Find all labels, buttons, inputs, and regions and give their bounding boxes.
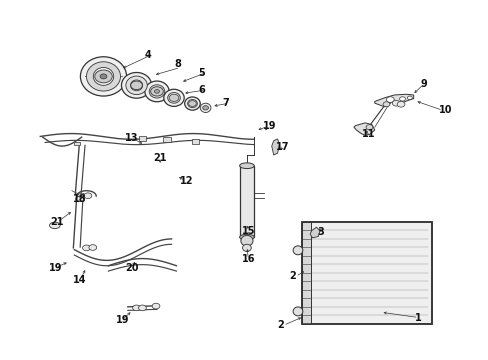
Text: 19: 19: [49, 262, 62, 273]
Polygon shape: [309, 227, 319, 238]
Ellipse shape: [200, 103, 210, 112]
Ellipse shape: [184, 97, 200, 110]
Circle shape: [82, 245, 90, 251]
Circle shape: [386, 97, 393, 103]
Polygon shape: [138, 136, 146, 141]
Polygon shape: [163, 138, 170, 143]
Ellipse shape: [187, 99, 197, 108]
Text: 19: 19: [263, 121, 276, 131]
Bar: [239, 166, 254, 237]
Text: 19: 19: [116, 315, 129, 325]
Circle shape: [407, 96, 411, 100]
Text: 7: 7: [222, 98, 229, 108]
Circle shape: [188, 101, 196, 107]
Ellipse shape: [292, 246, 302, 255]
Text: 21: 21: [50, 217, 63, 227]
Text: 15: 15: [242, 226, 255, 236]
Ellipse shape: [239, 163, 254, 168]
Text: 5: 5: [198, 68, 204, 78]
Ellipse shape: [242, 244, 251, 251]
Text: 6: 6: [198, 85, 204, 95]
Circle shape: [202, 106, 208, 110]
Polygon shape: [192, 139, 199, 144]
Text: 11: 11: [362, 129, 375, 139]
Text: 4: 4: [144, 50, 151, 60]
Polygon shape: [353, 123, 374, 135]
Ellipse shape: [167, 93, 180, 103]
Text: 3: 3: [317, 227, 324, 237]
Text: 16: 16: [242, 254, 255, 264]
Text: 10: 10: [438, 105, 451, 115]
Circle shape: [100, 74, 107, 79]
Text: 14: 14: [73, 275, 87, 285]
Circle shape: [169, 94, 179, 102]
Circle shape: [391, 100, 399, 106]
Bar: [301, 222, 310, 324]
Text: 1: 1: [414, 312, 421, 323]
Ellipse shape: [49, 222, 60, 229]
Ellipse shape: [93, 67, 114, 85]
Text: 18: 18: [73, 194, 87, 203]
Text: 12: 12: [180, 176, 193, 186]
Polygon shape: [74, 142, 80, 145]
Ellipse shape: [163, 89, 184, 107]
Ellipse shape: [149, 85, 164, 98]
Circle shape: [366, 125, 372, 130]
Ellipse shape: [292, 307, 302, 316]
Circle shape: [138, 305, 146, 311]
Text: 13: 13: [125, 133, 139, 143]
Text: 2: 2: [277, 320, 284, 330]
Text: 9: 9: [420, 78, 427, 89]
Circle shape: [84, 193, 92, 199]
Ellipse shape: [125, 76, 147, 95]
Circle shape: [95, 70, 112, 83]
Bar: [301, 222, 431, 324]
Circle shape: [130, 81, 142, 90]
Ellipse shape: [121, 72, 151, 98]
Ellipse shape: [130, 80, 142, 91]
Circle shape: [132, 305, 140, 311]
Text: 2: 2: [289, 271, 296, 282]
Circle shape: [89, 245, 97, 250]
Text: 8: 8: [174, 59, 181, 69]
Ellipse shape: [76, 196, 84, 202]
Bar: [301, 222, 431, 324]
Ellipse shape: [144, 81, 169, 102]
Circle shape: [78, 193, 85, 199]
Ellipse shape: [239, 234, 254, 240]
Circle shape: [150, 87, 163, 96]
Polygon shape: [271, 139, 279, 155]
Circle shape: [382, 102, 389, 107]
Text: 17: 17: [276, 142, 289, 152]
Ellipse shape: [86, 62, 120, 91]
Circle shape: [152, 303, 160, 309]
Text: 20: 20: [125, 262, 139, 273]
Ellipse shape: [241, 235, 252, 246]
Polygon shape: [374, 94, 413, 107]
Circle shape: [396, 102, 404, 107]
Text: 21: 21: [153, 153, 166, 163]
Circle shape: [399, 97, 405, 101]
Circle shape: [154, 90, 159, 93]
Ellipse shape: [80, 57, 126, 96]
